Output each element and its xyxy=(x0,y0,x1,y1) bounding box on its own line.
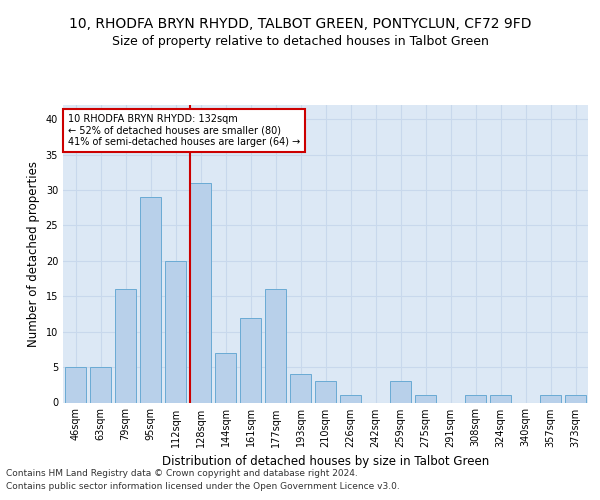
Y-axis label: Number of detached properties: Number of detached properties xyxy=(27,161,40,347)
Bar xyxy=(465,396,486,402)
Text: Contains HM Land Registry data © Crown copyright and database right 2024.: Contains HM Land Registry data © Crown c… xyxy=(6,469,358,478)
Bar xyxy=(290,374,311,402)
Bar xyxy=(65,367,86,402)
Text: 10 RHODFA BRYN RHYDD: 132sqm
← 52% of detached houses are smaller (80)
41% of se: 10 RHODFA BRYN RHYDD: 132sqm ← 52% of de… xyxy=(68,114,301,147)
Bar xyxy=(390,381,411,402)
Bar xyxy=(490,396,511,402)
Bar xyxy=(140,197,161,402)
Text: Size of property relative to detached houses in Talbot Green: Size of property relative to detached ho… xyxy=(112,35,488,48)
Bar xyxy=(240,318,261,402)
X-axis label: Distribution of detached houses by size in Talbot Green: Distribution of detached houses by size … xyxy=(162,455,489,468)
Bar xyxy=(90,367,111,402)
Text: 10, RHODFA BRYN RHYDD, TALBOT GREEN, PONTYCLUN, CF72 9FD: 10, RHODFA BRYN RHYDD, TALBOT GREEN, PON… xyxy=(69,18,531,32)
Bar xyxy=(190,183,211,402)
Bar xyxy=(165,261,186,402)
Bar xyxy=(215,353,236,403)
Bar xyxy=(315,381,336,402)
Bar xyxy=(415,396,436,402)
Bar xyxy=(265,289,286,403)
Bar xyxy=(565,396,586,402)
Text: Contains public sector information licensed under the Open Government Licence v3: Contains public sector information licen… xyxy=(6,482,400,491)
Bar xyxy=(115,289,136,403)
Bar xyxy=(340,396,361,402)
Bar xyxy=(540,396,561,402)
